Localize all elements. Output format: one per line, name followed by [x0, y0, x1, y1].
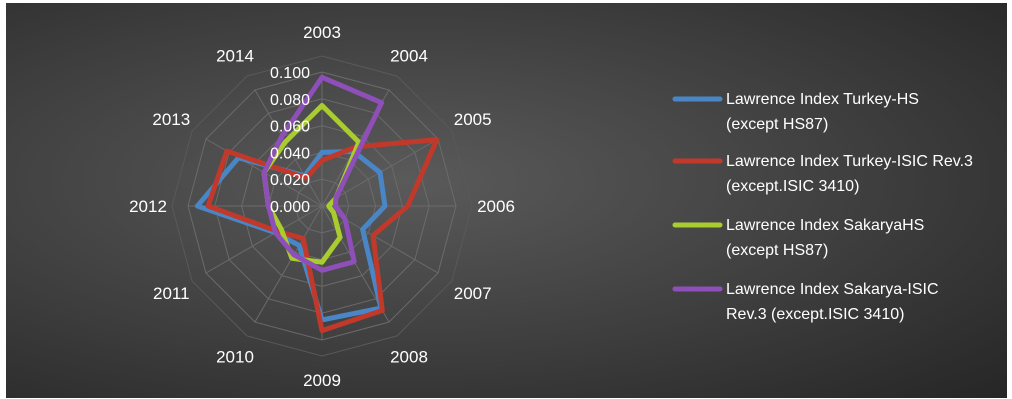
legend-label: (except.ISIC 3410)	[726, 178, 859, 195]
radial-tick-labels: 0.000 0.020 0.040 0.060 0.080 0.100	[270, 65, 310, 216]
category-label: 2008	[390, 348, 428, 367]
radial-tick-label: 0.080	[270, 92, 310, 109]
category-label: 2009	[303, 371, 341, 390]
series-4-line	[261, 74, 385, 273]
category-label: 2004	[390, 46, 428, 65]
series-2-line	[205, 137, 440, 334]
radial-tick-label: 0.040	[270, 145, 310, 162]
category-label: 2005	[454, 110, 492, 129]
legend-label: (except HS87)	[726, 242, 828, 259]
category-labels: 2003 2004 2005 2006 2007 2008 2009 2010 2011 2012…	[129, 23, 515, 390]
chart-area	[6, 3, 1007, 398]
category-label: 2012	[129, 197, 167, 216]
legend-label: Lawrence Index Turkey-ISIC Rev.3	[726, 153, 973, 170]
category-label: 2006	[477, 197, 515, 216]
legend-label: Lawrence Index Turkey-HS	[726, 91, 919, 108]
radial-tick-label: 0.100	[270, 65, 310, 82]
grid-spoke	[205, 205, 323, 274]
category-label: 2011	[153, 284, 190, 303]
category-label: 2014	[216, 46, 254, 65]
radar-series	[194, 74, 440, 334]
grid-spoke	[254, 89, 323, 207]
category-label: 2003	[303, 23, 341, 42]
category-label: 2013	[152, 110, 190, 129]
legend: Lawrence Index Turkey-HS (except HS87) Law…	[672, 91, 973, 323]
radial-tick-label: 0.020	[270, 172, 310, 189]
category-label: 2010	[216, 348, 254, 367]
radial-tick-label: 0.000	[270, 199, 310, 216]
legend-label: (except HS87)	[726, 116, 828, 133]
category-label: 2007	[454, 284, 492, 303]
radar-grid	[171, 55, 473, 357]
outer-ring	[171, 55, 473, 357]
legend-label: Lawrence Index Sakarya-ISIC	[726, 281, 939, 298]
radial-tick-label: 0.060	[270, 119, 310, 136]
legend-label: Rev.3 (except.ISIC 3410)	[726, 306, 904, 323]
legend-label: Lawrence Index SakaryaHS	[726, 217, 924, 234]
grid-spoke	[254, 205, 323, 323]
